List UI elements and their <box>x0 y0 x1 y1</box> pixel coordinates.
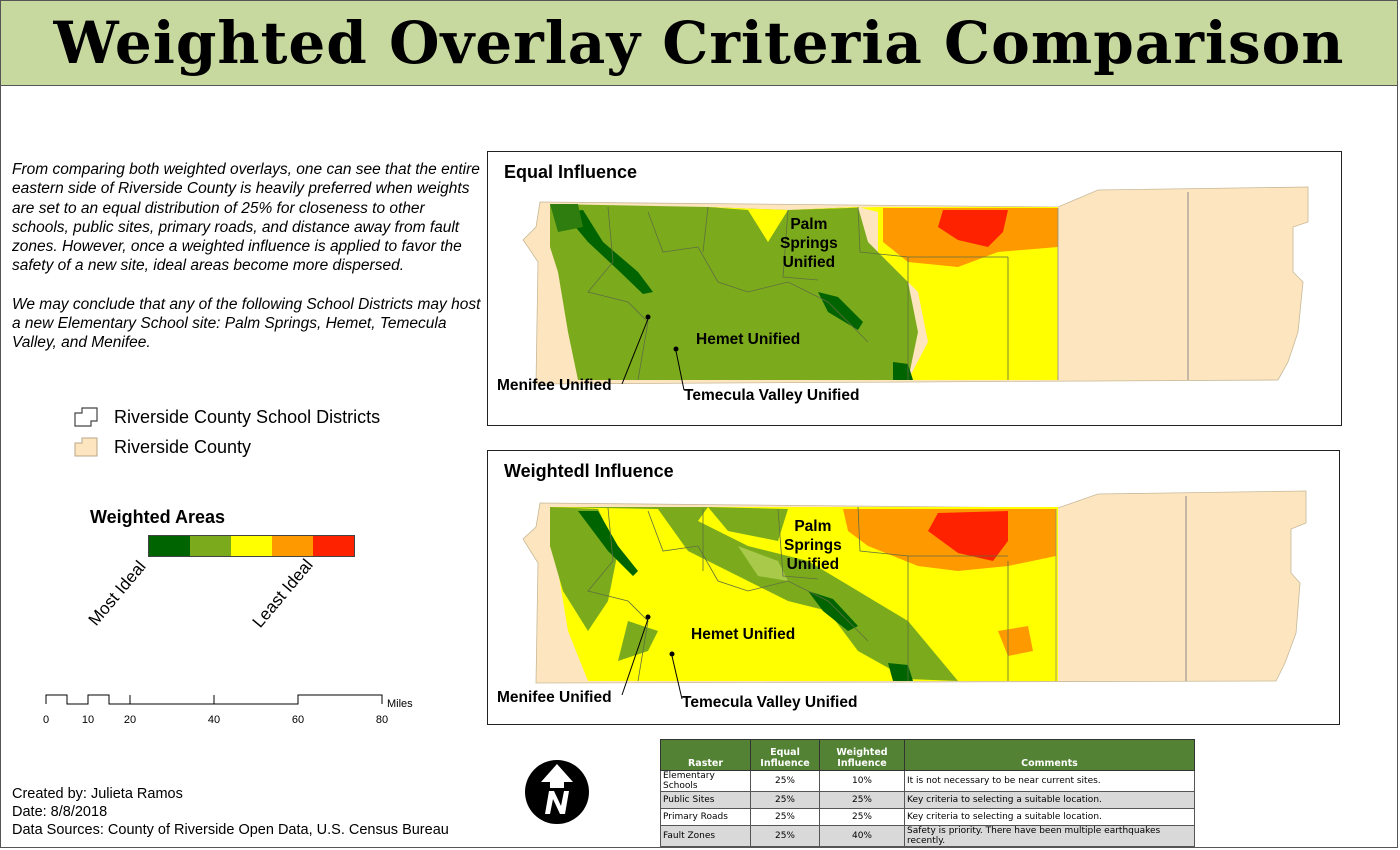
table-row: Primary Roads 25% 25% Key criteria to selec… <box>660 808 1195 826</box>
district-outline-icon <box>74 407 98 427</box>
ramp-swatch <box>149 536 190 556</box>
table-cell: 25% <box>750 791 820 809</box>
north-arrow-icon <box>525 760 589 824</box>
table-cell: Primary Roads <box>660 808 751 826</box>
description-paragraph-1: From comparing both weighted overlays, o… <box>12 161 480 275</box>
label-palm-springs: Palm Springs Unified <box>780 216 838 271</box>
header-weighted: Weighted Influence <box>819 739 905 771</box>
weighted-influence-map <box>522 490 1307 700</box>
header-raster: Raster <box>660 739 751 771</box>
description-paragraph-2: We may conclude that any of the followin… <box>12 295 481 352</box>
table-row: Fault Zones 25% 40% Safety is priority. The… <box>660 825 1195 847</box>
credit-sources: Data Sources: County of Riverside Open D… <box>12 822 449 838</box>
label-temecula: Temecula Valley Unified <box>682 694 858 711</box>
ramp-swatch <box>313 536 354 556</box>
table-cell: Key criteria to selecting a suitable loc… <box>904 791 1195 809</box>
scale-tick-label: 0 <box>43 714 49 726</box>
label-palm-springs: Palm Springs Unified <box>784 518 842 573</box>
table-cell: Key criteria to selecting a suitable loc… <box>904 808 1195 826</box>
map-panel-weighted: Weightedl Influence Palm Springs U <box>487 450 1340 725</box>
map-layout-frame <box>0 86 1398 848</box>
map-title-weighted: Weightedl Influence <box>504 461 674 481</box>
table-cell: 40% <box>819 825 905 847</box>
description: From comparing both weighted overlays, o… <box>12 160 482 372</box>
credits: Created by: Julieta Ramos Date: 8/8/2018… <box>12 785 449 839</box>
table-cell: It is not necessary to be near current s… <box>904 770 1195 792</box>
table-cell: Safety is priority. There have been mult… <box>904 825 1195 847</box>
table-cell: Fault Zones <box>660 825 751 847</box>
scale-tick-label: 60 <box>292 714 304 726</box>
scale-tick-label: 20 <box>124 714 136 726</box>
table-row: Public Sites 25% 25% Key criteria to select… <box>660 791 1195 809</box>
legend-item-districts: Riverside County School Districts <box>72 402 380 432</box>
table-row: Elementary Schools 25% 10% It is not necess… <box>660 770 1195 792</box>
map-title-equal: Equal Influence <box>504 162 638 182</box>
scale-bar: 0 10 20 40 60 80 Miles <box>43 694 413 726</box>
label-hemet: Hemet Unified <box>696 331 801 348</box>
table-cell: 25% <box>819 808 905 826</box>
table-cell: Elementary Schools <box>660 770 751 792</box>
label-hemet: Hemet Unified <box>691 626 796 643</box>
table-header-row: Raster Equal Influence Weighted Influenc… <box>660 739 1195 771</box>
title-bar: Weighted Overlay Criteria Comparison <box>0 0 1398 86</box>
header-comments: Comments <box>904 739 1195 771</box>
scale-tick-label: 40 <box>208 714 220 726</box>
label-menifee: Menifee Unified <box>497 689 612 706</box>
label-menifee: Menifee Unified <box>497 377 612 394</box>
legend-label-county: Riverside County <box>114 436 252 457</box>
weighted-areas-title: Weighted Areas <box>90 507 226 527</box>
scale-tick-label: 10 <box>82 714 94 726</box>
table-cell: 25% <box>750 770 820 792</box>
page-title: Weighted Overlay Criteria Comparison <box>53 9 1345 77</box>
label-temecula: Temecula Valley Unified <box>684 387 860 404</box>
table-cell: 25% <box>750 808 820 826</box>
color-ramp <box>148 535 355 557</box>
legend: Riverside County School Districts Rivers… <box>72 402 380 462</box>
table-cell: Public Sites <box>660 791 751 809</box>
ramp-swatch <box>272 536 313 556</box>
ramp-swatch <box>190 536 231 556</box>
equal-influence-map <box>522 186 1309 391</box>
credit-date: Date: 8/8/2018 <box>12 804 108 820</box>
criteria-table: Raster Equal Influence Weighted Influenc… <box>660 739 1195 847</box>
table-cell: 10% <box>819 770 905 792</box>
legend-label-districts: Riverside County School Districts <box>114 406 381 427</box>
table-cell: 25% <box>750 825 820 847</box>
header-equal: Equal Influence <box>750 739 820 771</box>
scale-unit-label: Miles <box>387 698 413 710</box>
ramp-swatch <box>231 536 272 556</box>
map-panel-equal: Equal Influence <box>487 151 1342 426</box>
credit-author: Created by: Julieta Ramos <box>12 786 183 802</box>
scale-tick-label: 80 <box>376 714 388 726</box>
legend-item-county: Riverside County <box>72 432 380 462</box>
county-fill-icon <box>74 437 98 457</box>
table-cell: 25% <box>819 791 905 809</box>
